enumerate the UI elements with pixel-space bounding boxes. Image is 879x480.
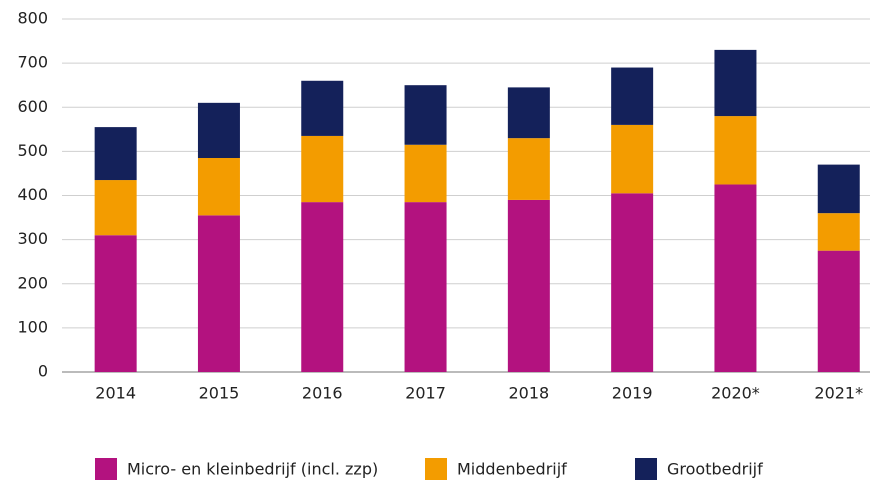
bar-segment <box>714 116 757 185</box>
y-tick-label: 300 <box>17 229 48 248</box>
y-tick-label: 700 <box>17 53 48 72</box>
y-tick-label: 200 <box>17 273 48 292</box>
bar-segment <box>817 164 860 214</box>
x-tick-label: 2020* <box>711 384 760 403</box>
bar-segment <box>94 127 137 181</box>
x-tick-label: 2021* <box>814 384 863 403</box>
bar-segment <box>817 250 860 372</box>
y-tick-label: 100 <box>17 317 48 336</box>
y-tick-label: 800 <box>17 9 48 28</box>
x-tick-label: 2017 <box>405 384 446 403</box>
legend-label: Grootbedrijf <box>667 460 763 479</box>
bar-segment <box>714 184 757 372</box>
y-tick-label: 0 <box>38 362 48 381</box>
bar-segment <box>301 202 344 372</box>
y-tick-label: 400 <box>17 185 48 204</box>
legend-swatch <box>425 458 447 480</box>
bar-segment <box>301 135 344 203</box>
bar-segment <box>611 193 654 372</box>
bar-segment <box>404 144 447 203</box>
bar-segment <box>197 215 240 372</box>
bar-segment <box>611 67 654 125</box>
bar-segment <box>714 49 757 117</box>
bar-segment <box>507 138 550 200</box>
bar-segment <box>817 213 860 251</box>
bar-segment <box>404 85 447 145</box>
bar-segment <box>301 80 344 136</box>
x-tick-label: 2019 <box>612 384 653 403</box>
legend-label: Middenbedrijf <box>457 460 567 479</box>
y-tick-label: 500 <box>17 141 48 160</box>
bar-segment <box>94 235 137 372</box>
bar-segment <box>94 180 137 236</box>
x-tick-label: 2016 <box>302 384 343 403</box>
y-tick-label: 600 <box>17 97 48 116</box>
legend-swatch <box>635 458 657 480</box>
x-tick-label: 2018 <box>508 384 549 403</box>
x-tick-label: 2015 <box>199 384 240 403</box>
legend-label: Micro- en kleinbedrijf (incl. zzp) <box>127 460 378 479</box>
x-tick-label: 2014 <box>95 384 136 403</box>
legend-swatch <box>95 458 117 480</box>
bar-segment <box>507 87 550 139</box>
bar-segment <box>611 124 654 194</box>
bar-segment <box>197 157 240 216</box>
bar-segment <box>197 102 240 158</box>
bar-segment <box>507 199 550 372</box>
bar-segment <box>404 202 447 372</box>
